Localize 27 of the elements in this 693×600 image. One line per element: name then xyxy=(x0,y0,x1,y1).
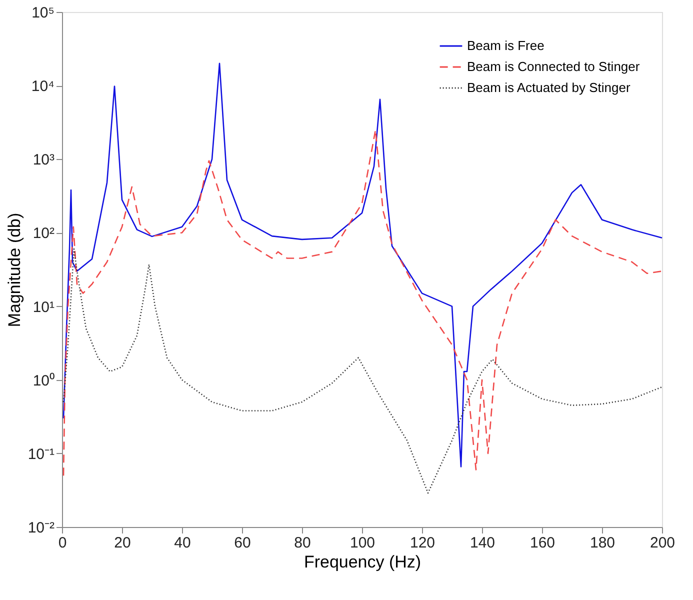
x-tick-label: 180 xyxy=(590,534,616,552)
x-tick-label: 100 xyxy=(350,534,376,552)
x-tick-label: 0 xyxy=(58,534,67,552)
y-tick-label: 10¹ xyxy=(32,298,54,316)
x-tick-label: 60 xyxy=(234,534,251,552)
y-tick-label: 10⁻² xyxy=(28,520,54,536)
x-tick-label: 160 xyxy=(530,534,556,552)
x-tick-label: 200 xyxy=(650,534,676,552)
x-tick-label: 120 xyxy=(410,534,436,552)
y-tick-label: 10² xyxy=(32,225,54,242)
x-tick-label: 20 xyxy=(114,534,131,552)
x-tick-label: 40 xyxy=(174,534,191,552)
legend-label: Beam is Connected to Stinger xyxy=(467,59,640,74)
y-axis-title: Magnitude (db) xyxy=(4,212,24,328)
x-axis-title: Frequency (Hz) xyxy=(304,552,422,572)
y-tick-label: 10⁵ xyxy=(32,4,54,22)
y-tick-label: 10³ xyxy=(32,152,54,169)
x-tick-label: 80 xyxy=(294,534,311,552)
line-series xyxy=(62,248,663,494)
y-tick-label: 10⁴ xyxy=(31,78,54,96)
legend-label: Beam is Free xyxy=(467,38,544,53)
x-tick-label: 140 xyxy=(470,534,496,552)
y-tick-label: 10⁻¹ xyxy=(28,446,54,463)
line-series xyxy=(62,62,663,468)
y-tick-label: 10⁰ xyxy=(32,372,54,390)
line-series xyxy=(62,129,663,476)
legend-label: Beam is Actuated by Stinger xyxy=(467,80,631,95)
